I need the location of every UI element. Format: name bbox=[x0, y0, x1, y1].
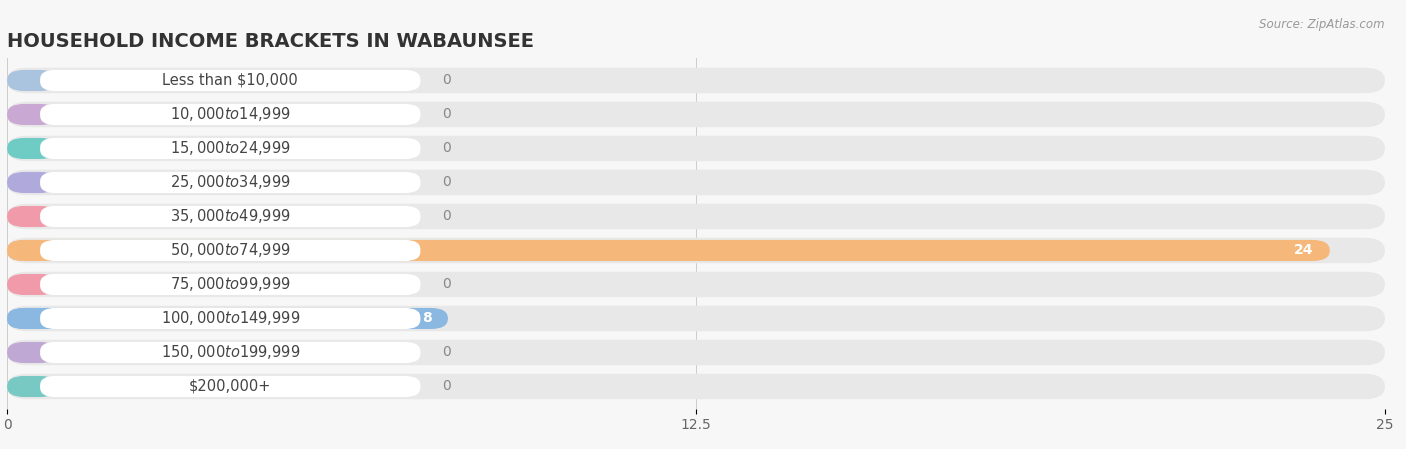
Text: HOUSEHOLD INCOME BRACKETS IN WABAUNSEE: HOUSEHOLD INCOME BRACKETS IN WABAUNSEE bbox=[7, 32, 534, 51]
Text: $200,000+: $200,000+ bbox=[188, 379, 271, 394]
FancyBboxPatch shape bbox=[41, 104, 420, 125]
FancyBboxPatch shape bbox=[7, 308, 58, 329]
FancyBboxPatch shape bbox=[7, 138, 58, 159]
FancyBboxPatch shape bbox=[7, 342, 58, 363]
Text: 0: 0 bbox=[443, 74, 451, 88]
Text: $150,000 to $199,999: $150,000 to $199,999 bbox=[160, 343, 299, 361]
Text: 0: 0 bbox=[443, 277, 451, 291]
Text: 0: 0 bbox=[443, 107, 451, 122]
Text: 0: 0 bbox=[443, 210, 451, 224]
FancyBboxPatch shape bbox=[41, 274, 420, 295]
Text: $75,000 to $99,999: $75,000 to $99,999 bbox=[170, 276, 291, 294]
FancyBboxPatch shape bbox=[7, 376, 58, 397]
Text: 8: 8 bbox=[422, 312, 432, 326]
FancyBboxPatch shape bbox=[7, 102, 1385, 127]
FancyBboxPatch shape bbox=[7, 204, 1385, 229]
Text: 0: 0 bbox=[443, 176, 451, 189]
FancyBboxPatch shape bbox=[7, 240, 58, 261]
FancyBboxPatch shape bbox=[7, 240, 1330, 261]
FancyBboxPatch shape bbox=[7, 340, 1385, 365]
Text: $10,000 to $14,999: $10,000 to $14,999 bbox=[170, 106, 291, 123]
Text: 24: 24 bbox=[1294, 243, 1313, 257]
Text: $25,000 to $34,999: $25,000 to $34,999 bbox=[170, 173, 291, 191]
FancyBboxPatch shape bbox=[7, 274, 58, 295]
FancyBboxPatch shape bbox=[41, 138, 420, 159]
Text: $100,000 to $149,999: $100,000 to $149,999 bbox=[160, 309, 299, 327]
FancyBboxPatch shape bbox=[7, 104, 58, 125]
FancyBboxPatch shape bbox=[7, 172, 58, 193]
Text: 0: 0 bbox=[443, 141, 451, 155]
Text: $35,000 to $49,999: $35,000 to $49,999 bbox=[170, 207, 291, 225]
FancyBboxPatch shape bbox=[7, 70, 58, 91]
FancyBboxPatch shape bbox=[7, 306, 1385, 331]
FancyBboxPatch shape bbox=[7, 308, 449, 329]
FancyBboxPatch shape bbox=[41, 342, 420, 363]
Text: Less than $10,000: Less than $10,000 bbox=[162, 73, 298, 88]
Text: $15,000 to $24,999: $15,000 to $24,999 bbox=[170, 140, 291, 158]
Text: 0: 0 bbox=[443, 379, 451, 393]
FancyBboxPatch shape bbox=[41, 308, 420, 329]
FancyBboxPatch shape bbox=[41, 376, 420, 397]
Text: 0: 0 bbox=[443, 345, 451, 360]
FancyBboxPatch shape bbox=[41, 240, 420, 261]
FancyBboxPatch shape bbox=[7, 68, 1385, 93]
FancyBboxPatch shape bbox=[7, 238, 1385, 263]
Text: Source: ZipAtlas.com: Source: ZipAtlas.com bbox=[1260, 18, 1385, 31]
Text: $50,000 to $74,999: $50,000 to $74,999 bbox=[170, 242, 291, 260]
FancyBboxPatch shape bbox=[7, 170, 1385, 195]
FancyBboxPatch shape bbox=[7, 136, 1385, 161]
FancyBboxPatch shape bbox=[7, 206, 58, 227]
FancyBboxPatch shape bbox=[41, 206, 420, 227]
FancyBboxPatch shape bbox=[41, 70, 420, 91]
FancyBboxPatch shape bbox=[7, 374, 1385, 399]
FancyBboxPatch shape bbox=[7, 272, 1385, 297]
FancyBboxPatch shape bbox=[41, 172, 420, 193]
